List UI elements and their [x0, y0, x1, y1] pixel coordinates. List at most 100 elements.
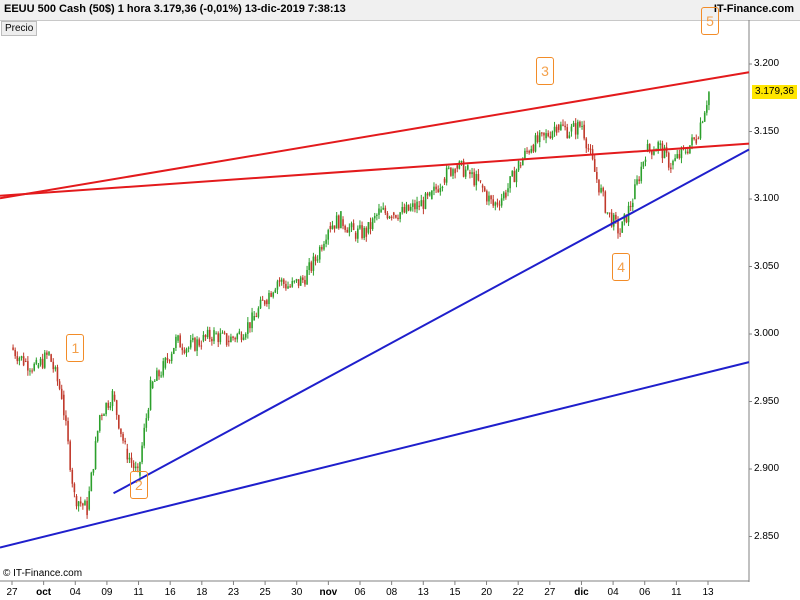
candle-body [433, 186, 435, 191]
candle-body [346, 229, 349, 233]
candle-body [274, 289, 277, 293]
candle-body [642, 161, 645, 167]
wave-label-2[interactable]: 2 [129, 471, 148, 500]
candle-body [101, 415, 103, 416]
candle-body [651, 150, 653, 155]
candle-body [380, 209, 382, 213]
candle-body [318, 247, 321, 260]
candle-body [344, 225, 346, 230]
candle-body [418, 205, 420, 207]
candle-body [177, 335, 179, 341]
x-tick-label: 04 [69, 587, 81, 598]
candle-body [363, 227, 365, 239]
candle-body [183, 350, 186, 353]
candle-body [306, 269, 308, 285]
candle-body [490, 195, 492, 200]
candle-body [118, 415, 120, 429]
candle-body [173, 347, 175, 354]
candle-body [606, 212, 609, 214]
candle-body [659, 143, 662, 145]
candle-body [342, 219, 344, 226]
candle-body [500, 198, 503, 206]
candle-body [132, 462, 135, 469]
candle-body [128, 457, 131, 460]
candle-body [302, 277, 304, 281]
candle-body [610, 212, 613, 227]
candle-body [268, 292, 270, 305]
candle-body [376, 214, 378, 216]
candle-body [475, 174, 478, 186]
wave-label-3[interactable]: 3 [536, 56, 555, 85]
candle-body [113, 394, 116, 401]
candle-body [187, 347, 190, 349]
brand-logo-text[interactable]: IT-Finance.com [713, 3, 794, 15]
candle-body [24, 361, 27, 362]
candle-body [587, 148, 590, 150]
candle-body [285, 283, 287, 289]
x-tick-label: 25 [259, 587, 271, 598]
candle-body [120, 428, 122, 434]
candle-body [65, 415, 67, 421]
candle-body [189, 340, 192, 348]
candle-body [524, 150, 526, 159]
candle-body [625, 214, 628, 223]
candle-body [291, 281, 294, 287]
wave-label-4[interactable]: 4 [612, 252, 631, 281]
x-tick-label: 30 [291, 587, 303, 598]
candle-body [337, 215, 340, 229]
candle-body [196, 339, 198, 351]
candle-body [507, 188, 509, 193]
candle-body [158, 370, 160, 377]
candle-body [390, 216, 393, 218]
x-tick-label: 18 [196, 587, 208, 598]
candle-body [90, 472, 93, 492]
candle-body [29, 370, 31, 372]
candle-body [41, 358, 44, 368]
candle-body [111, 390, 114, 407]
x-tick-label: 09 [101, 587, 113, 598]
candle-body [149, 380, 152, 410]
candle-body [412, 203, 414, 207]
candle-body [331, 225, 334, 230]
wave-label-1[interactable]: 1 [66, 333, 85, 362]
candle-body [672, 160, 674, 166]
candle-body [50, 354, 52, 362]
candle-body [498, 204, 501, 206]
candle-body [115, 400, 118, 416]
candle-body [663, 147, 666, 159]
candle-body [73, 483, 76, 493]
candle-body [139, 462, 141, 476]
x-tick-label: 04 [607, 587, 619, 598]
y-tick-label: 3.150 [754, 125, 780, 137]
candle-body [134, 466, 137, 469]
candle-body [661, 143, 664, 159]
candle-body [263, 300, 266, 305]
candle-body [219, 333, 222, 343]
candle-body [670, 167, 672, 170]
candle-body [519, 165, 522, 167]
support-trendline[interactable] [0, 361, 750, 549]
wave-label-5[interactable]: 5 [701, 6, 719, 35]
candle-body [612, 214, 615, 227]
candle-body [443, 178, 446, 183]
candle-body [407, 204, 410, 211]
candle-body [213, 330, 215, 342]
resistance-trendline[interactable] [0, 142, 750, 197]
support-trendline[interactable] [113, 148, 750, 495]
y-tick-label: 2.900 [754, 463, 780, 474]
candle-body [79, 501, 82, 504]
candle-body [401, 206, 404, 213]
candle-body [217, 333, 220, 343]
resistance-trendline[interactable] [0, 71, 750, 200]
trendline-group [0, 71, 750, 549]
candle-body [386, 212, 389, 219]
candle-body [327, 230, 330, 240]
candle-body [678, 154, 681, 159]
candle-body [287, 286, 289, 289]
x-tick-label: 15 [449, 587, 461, 598]
candle-body [488, 195, 490, 202]
candle-body [515, 170, 518, 183]
x-tick-label: 16 [164, 587, 176, 598]
candle-body [208, 329, 211, 339]
